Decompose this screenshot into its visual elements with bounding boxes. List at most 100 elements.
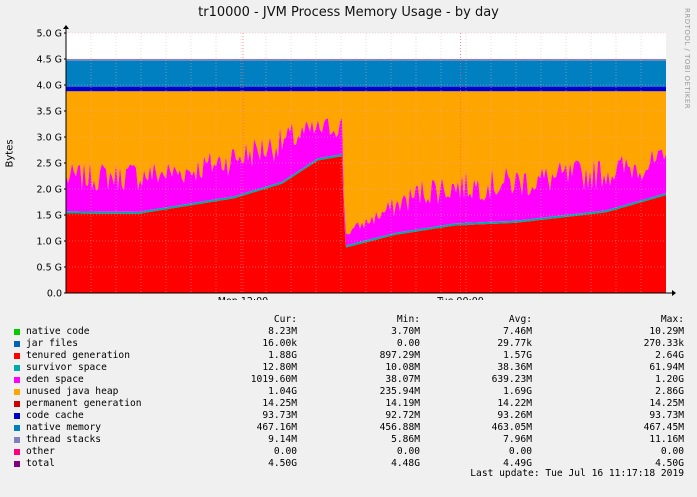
legend-name: other [26, 446, 55, 457]
legend-min: 14.19M [385, 398, 420, 409]
legend-name: permanent generation [26, 398, 142, 409]
legend-row: total 4.50G 4.48G 4.49G 4.50G [12, 458, 692, 470]
y-tick-label: 5.0 G [37, 29, 63, 40]
legend-swatch [14, 461, 20, 467]
legend-header: Cur: Min: Avg: Max: [12, 314, 692, 326]
legend-avg: 1.69G [503, 386, 532, 397]
legend-cur: 4.50G [268, 458, 297, 469]
legend-cur: 1019.60M [250, 374, 297, 385]
memory-area-chart: 0.0 0.5 G 1.0 G 1.5 G 2.0 G 2.5 G 3.0 G 3.5 G 4.… [37, 25, 676, 300]
legend-max: 467.45M [643, 422, 684, 433]
legend-swatch [14, 413, 20, 419]
legend-min: 3.70M [391, 326, 420, 337]
legend-name: eden space [26, 374, 84, 385]
legend-min: 235.94M [379, 386, 420, 397]
legend-avg: 0.00 [508, 446, 532, 457]
y-tick-label: 1.5 G [37, 211, 63, 222]
legend-row: survivor space 12.80M 10.08M 38.36M 61.94M [12, 362, 692, 374]
legend-max: 2.64G [655, 350, 684, 361]
legend-cur: 16.00k [262, 338, 297, 349]
legend-avg: 463.05M [491, 422, 532, 433]
legend-cur: 14.25M [262, 398, 297, 409]
col-min: Min: [396, 314, 420, 325]
legend-avg: 4.49G [503, 458, 532, 469]
legend-swatch [14, 437, 20, 443]
legend-swatch [14, 401, 20, 407]
legend-min: 38.07M [385, 374, 420, 385]
legend-name: native memory [26, 422, 102, 433]
legend-name: unused java heap [26, 386, 119, 397]
legend-swatch [14, 329, 20, 335]
legend-max: 11.16M [649, 434, 684, 445]
legend-cur: 0.00 [273, 446, 297, 457]
legend-cur: 1.04G [268, 386, 297, 397]
legend-min: 10.08M [385, 362, 420, 373]
chart-title: tr10000 - JVM Process Memory Usage - by … [198, 5, 499, 20]
legend-swatch [14, 377, 20, 383]
legend-min: 0.00 [396, 338, 420, 349]
col-cur: Cur: [273, 314, 297, 325]
legend-row: permanent generation 14.25M 14.19M 14.22M 14… [12, 398, 692, 410]
legend-max: 0.00 [660, 446, 684, 457]
legend-name: survivor space [26, 362, 107, 373]
y-tick-label: 4.0 G [37, 81, 63, 92]
legend-swatch [14, 341, 20, 347]
legend-row: native code 8.23M 3.70M 7.46M 10.29M [12, 326, 692, 338]
y-tick-label: 2.5 G [37, 159, 63, 170]
y-tick-label: 3.0 G [37, 133, 63, 144]
legend-row: unused java heap 1.04G 235.94M 1.69G 2.86G [12, 386, 692, 398]
legend-name: native code [26, 326, 90, 337]
rrdtool-credit: RRDTOOL / TOBI OETIKER [683, 8, 691, 110]
legend-row: code cache 93.73M 92.72M 93.26M 93.73M [12, 410, 692, 422]
legend-name: jar files [26, 338, 78, 349]
legend-row: thread stacks 9.14M 5.86M 7.96M 11.16M [12, 434, 692, 446]
legend-avg: 1.57G [503, 350, 532, 361]
y-tick-label: 4.5 G [37, 55, 63, 66]
col-max: Max: [660, 314, 684, 325]
legend-row: native memory 467.16M 456.88M 463.05M 467.45… [12, 422, 692, 434]
legend-avg: 14.22M [497, 398, 532, 409]
legend-min: 897.29M [379, 350, 420, 361]
legend-name: total [26, 458, 55, 469]
legend-swatch [14, 353, 20, 359]
y-tick-label: 0.0 [47, 289, 62, 300]
legend-row: eden space 1019.60M 38.07M 639.23M 1.20G [12, 374, 692, 386]
legend-min: 0.00 [396, 446, 420, 457]
legend-row: other 0.00 0.00 0.00 0.00 [12, 446, 692, 458]
legend-min: 456.88M [379, 422, 420, 433]
legend-min: 5.86M [391, 434, 420, 445]
legend-name: thread stacks [26, 434, 102, 445]
legend-max: 61.94M [649, 362, 684, 373]
legend-swatch [14, 425, 20, 431]
legend-cur: 9.14M [268, 434, 297, 445]
legend-min: 4.48G [391, 458, 420, 469]
legend-max: 1.20G [655, 374, 684, 385]
legend-max: 270.33k [643, 338, 684, 349]
legend-table: Cur: Min: Avg: Max: native code 8.23M 3.70… [12, 314, 692, 470]
x-tick-label: Mon 12:00 [218, 296, 268, 300]
legend-cur: 467.16M [256, 422, 297, 433]
y-tick-label: 3.5 G [37, 107, 63, 118]
legend-max: 10.29M [649, 326, 684, 337]
col-avg: Avg: [508, 314, 532, 325]
legend-max: 93.73M [649, 410, 684, 421]
y-tick-label: 2.0 G [37, 185, 63, 196]
x-tick-label: Tue 00:00 [436, 296, 484, 300]
last-update: Last update: Tue Jul 16 11:17:18 2019 [470, 468, 684, 479]
legend-name: tenured generation [26, 350, 130, 361]
legend-avg: 29.77k [497, 338, 532, 349]
legend-name: code cache [26, 410, 84, 421]
legend-cur: 93.73M [262, 410, 297, 421]
y-axis-arrow [63, 25, 69, 29]
legend-min: 92.72M [385, 410, 420, 421]
legend-max: 2.86G [655, 386, 684, 397]
x-axis-arrow [672, 290, 676, 296]
legend-avg: 639.23M [491, 374, 532, 385]
legend-cur: 12.80M [262, 362, 297, 373]
legend-cur: 1.88G [268, 350, 297, 361]
legend-swatch [14, 449, 20, 455]
legend-avg: 7.46M [503, 326, 532, 337]
y-tick-label: 0.5 G [37, 263, 63, 274]
legend-max: 4.50G [655, 458, 684, 469]
legend-avg: 93.26M [497, 410, 532, 421]
